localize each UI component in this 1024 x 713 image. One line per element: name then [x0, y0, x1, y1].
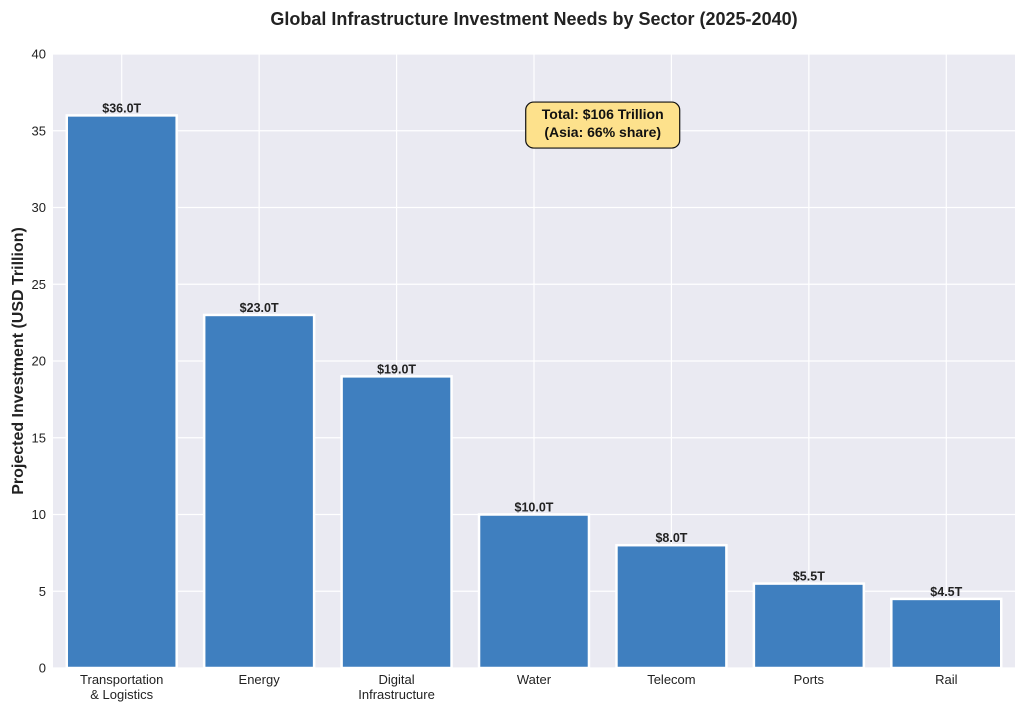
bar-value-label: $23.0T: [240, 301, 279, 315]
x-tick-label: Ports: [794, 672, 825, 687]
bar-value-label: $36.0T: [102, 101, 141, 115]
y-tick-label: 10: [32, 507, 46, 522]
y-tick-label: 35: [32, 123, 46, 138]
chart-title: Global Infrastructure Investment Needs b…: [270, 9, 797, 29]
y-tick-label: 15: [32, 430, 46, 445]
x-tick-label: Transportation: [80, 672, 163, 687]
plot-area: 0 5 10 15 20 25 30 35 40 $36.0T $23.0T $19.0T $10.0T…: [32, 47, 1015, 702]
bar-value-label: $4.5T: [930, 585, 962, 599]
y-axis-label: Projected Investment (USD Trillion): [10, 227, 27, 495]
x-tick-label: Digital: [379, 672, 415, 687]
bar: [752, 582, 866, 670]
bar-value-label: $10.0T: [515, 501, 554, 515]
bar: [477, 513, 591, 670]
x-tick-label: Infrastructure: [358, 687, 435, 702]
y-tick-label: 20: [32, 354, 46, 369]
bar: [890, 597, 1003, 670]
y-tick-label: 30: [32, 200, 46, 215]
y-tick-label: 25: [32, 277, 46, 292]
y-tick-label: 40: [32, 47, 46, 62]
y-tick-label: 5: [39, 584, 46, 599]
bar: [340, 375, 453, 670]
y-tick-label: 0: [39, 661, 46, 676]
bar: [615, 543, 728, 670]
x-tick-label: Water: [517, 672, 552, 687]
bar: [65, 114, 178, 670]
bar-value-label: $19.0T: [377, 362, 416, 376]
annotation-box: [525, 101, 681, 149]
annotation-text: (Asia: 66% share): [544, 124, 661, 140]
bar-value-label: $8.0T: [655, 531, 687, 545]
bar: [202, 313, 316, 670]
x-tick-label: Energy: [239, 672, 281, 687]
bar-value-label: $5.5T: [793, 570, 825, 584]
x-tick-label: Telecom: [647, 672, 695, 687]
annotation-text: Total: $106 Trillion: [542, 106, 664, 122]
x-tick-label: & Logistics: [90, 687, 153, 702]
x-tick-label: Rail: [935, 672, 958, 687]
